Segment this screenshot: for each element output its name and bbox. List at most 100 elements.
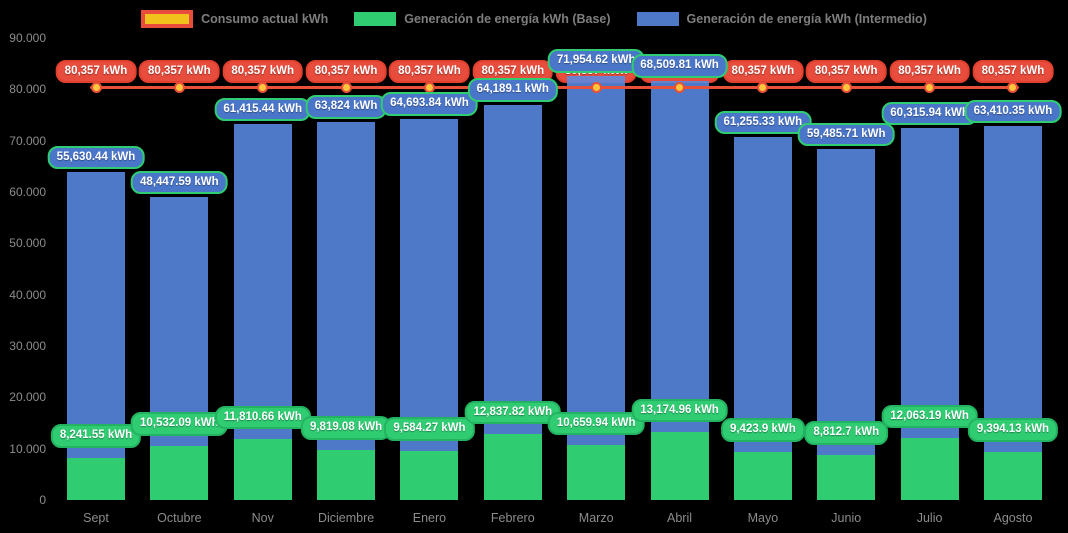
bar-base-nov[interactable]: [233, 439, 292, 500]
consumo-point-mayo[interactable]: [757, 82, 769, 93]
bar-base-enero[interactable]: [400, 450, 459, 500]
legend-item-consumo[interactable]: Consumo actual kWh: [141, 10, 328, 28]
bar-base-marzo[interactable]: [567, 445, 626, 500]
bar-intermedio-sept[interactable]: [67, 172, 125, 458]
y-axis-tick: 20.000: [9, 390, 46, 405]
base-label-julio: 12,063.19 kWh: [881, 404, 978, 429]
bar-intermedio-octubre[interactable]: [150, 197, 209, 446]
x-axis-tick-julio: Julio: [916, 511, 943, 525]
consumo-label-diciembre: 80,357 kWh: [305, 59, 387, 83]
bar-base-abril[interactable]: [650, 432, 709, 500]
bar-base-sept[interactable]: [67, 457, 125, 500]
consumo-label-enero: 80,357 kWh: [389, 59, 470, 83]
consumo-point-enero[interactable]: [423, 82, 435, 93]
base-label-febrero: 12,837.82 kWh: [464, 400, 562, 425]
bar-base-agosto[interactable]: [983, 451, 1042, 500]
base-label-mayo: 9,423.9 kWh: [720, 418, 805, 442]
base-label-octubre: 10,532.09 kWh: [131, 412, 228, 436]
base-label-agosto: 9,394.13 kWh: [967, 418, 1059, 442]
x-axis-tick-junio: Junio: [831, 511, 862, 525]
intermedio-label-nov: 61,415.44 kWh: [214, 97, 312, 122]
bar-intermedio-junio[interactable]: [817, 149, 876, 455]
base-label-junio: 8,812.7 kWh: [804, 421, 889, 445]
bar-base-mayo[interactable]: [733, 451, 792, 500]
intermedio-label-febrero: 64,189.1 kWh: [467, 78, 558, 102]
intermedio-label-octubre: 48,447.59 kWh: [131, 170, 228, 195]
bar-base-junio[interactable]: [817, 454, 876, 500]
bar-base-julio[interactable]: [900, 438, 959, 500]
consumo-point-abril[interactable]: [674, 82, 686, 93]
x-axis-tick-nov: Nov: [251, 511, 274, 525]
consumo-label-julio: 80,357 kWh: [889, 59, 970, 83]
bar-intermedio-febrero[interactable]: [483, 104, 542, 435]
intermedio-label-enero: 64,693.84 kWh: [381, 92, 478, 116]
y-axis-tick: 90.000: [9, 31, 46, 45]
x-axis-tick-agosto: Agosto: [993, 511, 1033, 525]
y-axis-tick: 40.000: [9, 287, 46, 302]
base-label-enero: 9,584.27 kWh: [384, 417, 475, 441]
base-label-abril: 13,174.96 kWh: [631, 398, 728, 423]
consumo-point-agosto[interactable]: [1007, 82, 1019, 93]
legend-label: Generación de energía kWh (Intermedio): [686, 12, 927, 26]
intermedio-swatch: [636, 12, 679, 26]
base-label-sept: 8,241.55 kWh: [50, 424, 142, 448]
legend-item-intermedio[interactable]: Generación de energía kWh (Intermedio): [636, 12, 927, 26]
consumo-label-octubre: 80,357 kWh: [139, 59, 220, 83]
chart-legend: Consumo actual kWh Generación de energía …: [0, 8, 1068, 30]
x-axis-tick-febrero: Febrero: [490, 511, 535, 525]
x-axis-tick-sept: Sept: [83, 511, 109, 525]
legend-item-base[interactable]: Generación de energía kWh (Base): [354, 12, 611, 26]
bar-intermedio-agosto[interactable]: [983, 126, 1042, 452]
intermedio-label-abril: 68,509.81 kWh: [631, 54, 728, 78]
consumo-line-swatch: [141, 10, 194, 28]
bar-base-febrero[interactable]: [483, 434, 542, 500]
base-swatch: [354, 12, 397, 26]
y-axis-tick: 10.000: [9, 441, 46, 456]
intermedio-label-sept: 55,630.44 kWh: [47, 145, 145, 170]
intermedio-label-julio: 60,315.94 kWh: [881, 101, 978, 126]
y-axis-tick: 60.000: [9, 185, 46, 199]
x-axis-tick-diciembre: Diciembre: [317, 511, 375, 525]
x-axis-tick-mayo: Mayo: [747, 511, 779, 525]
x-axis-tick-enero: Enero: [412, 511, 447, 525]
y-axis-tick: 80.000: [9, 82, 46, 97]
intermedio-label-diciembre: 63,824 kWh: [305, 95, 387, 119]
consumo-point-diciembre[interactable]: [340, 82, 352, 93]
consumo-point-marzo[interactable]: [590, 82, 602, 93]
x-axis-tick-marzo: Marzo: [578, 511, 614, 525]
intermedio-label-junio: 59,485.71 kWh: [797, 122, 895, 147]
consumo-label-nov: 80,357 kWh: [222, 59, 304, 83]
intermedio-label-marzo: 71,954.62 kWh: [547, 49, 645, 73]
consumo-point-octubre[interactable]: [173, 82, 185, 93]
base-label-nov: 11,810.66 kWh: [214, 405, 311, 430]
legend-label: Consumo actual kWh: [201, 12, 329, 26]
consumo-point-sept[interactable]: [90, 82, 102, 93]
y-axis-tick: 0: [39, 493, 46, 507]
consumo-label-agosto: 80,357 kWh: [972, 59, 1054, 83]
bar-intermedio-diciembre[interactable]: [317, 121, 376, 450]
intermedio-label-mayo: 61,255.33 kWh: [714, 110, 812, 135]
consumo-label-junio: 80,357 kWh: [805, 59, 887, 83]
bar-intermedio-marzo[interactable]: [567, 75, 626, 446]
bar-intermedio-nov[interactable]: [233, 124, 292, 440]
bar-intermedio-julio[interactable]: [900, 128, 959, 439]
x-axis-tick-octubre: Octubre: [157, 511, 202, 525]
base-label-marzo: 10,659.94 kWh: [547, 411, 645, 436]
consumo-point-julio[interactable]: [924, 82, 936, 93]
consumo-point-nov[interactable]: [257, 82, 269, 93]
consumo-label-mayo: 80,357 kWh: [722, 59, 804, 83]
bar-base-octubre[interactable]: [150, 445, 209, 500]
y-axis-tick: 50.000: [9, 236, 46, 251]
bar-intermedio-enero[interactable]: [400, 118, 459, 451]
bar-intermedio-mayo[interactable]: [733, 137, 792, 452]
bar-intermedio-abril[interactable]: [650, 80, 709, 433]
consumo-point-junio[interactable]: [840, 82, 852, 93]
y-axis-tick: 70.000: [9, 133, 46, 148]
base-label-diciembre: 9,819.08 kWh: [300, 416, 392, 440]
x-axis-tick-abril: Abril: [667, 511, 693, 525]
legend-label: Generación de energía kWh (Base): [404, 12, 611, 26]
y-axis-tick: 30.000: [9, 339, 46, 353]
consumo-label-sept: 80,357 kWh: [55, 59, 137, 83]
bar-base-diciembre[interactable]: [317, 449, 376, 500]
